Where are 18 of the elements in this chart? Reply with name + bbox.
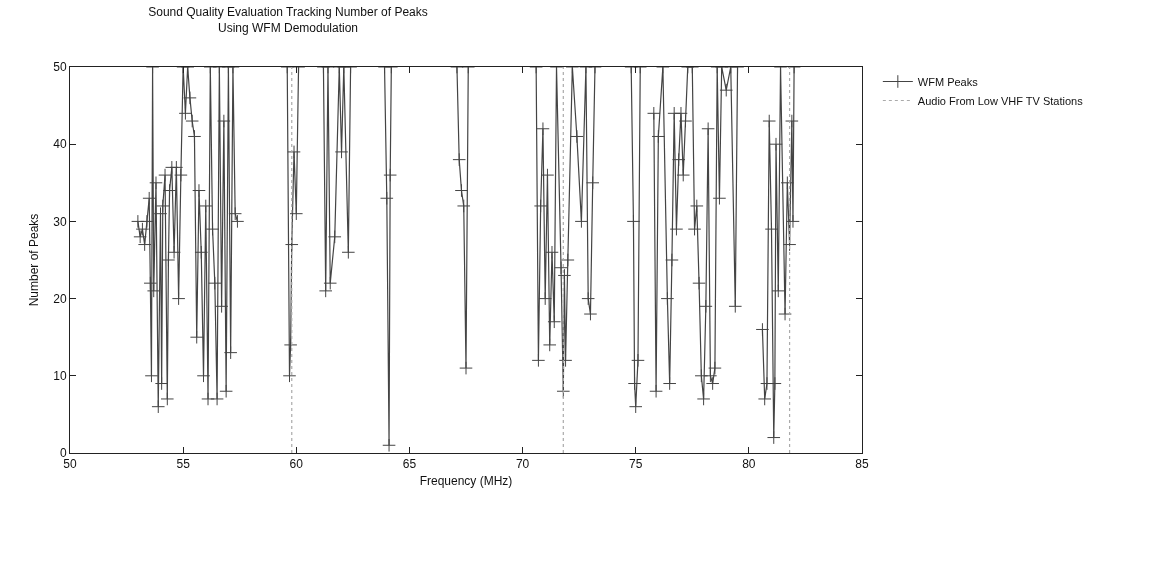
- chart-title: Sound Quality Evaluation Tracking Number of Peaks Using WFM Demodulation: [148, 5, 428, 35]
- x-axis-title: Frequency (MHz): [419, 474, 513, 489]
- x-tick-label: 65: [402, 457, 417, 472]
- legend-label: Audio From Low VHF TV Stations: [917, 94, 1084, 107]
- x-tick-label: 50: [63, 457, 77, 472]
- y-tick-label: 50: [53, 60, 67, 75]
- x-tick-label: 55: [176, 457, 191, 472]
- x-tick-label: 60: [289, 457, 304, 472]
- y-axis-title: Number of Peaks: [26, 213, 41, 307]
- y-tick-label: 40: [53, 137, 67, 152]
- x-tick-label: 80: [742, 457, 756, 472]
- y-tick-label: 10: [53, 369, 67, 383]
- y-tick-label: 20: [53, 291, 67, 306]
- x-tick-label: 85: [855, 457, 869, 472]
- y-tick-label: 30: [53, 214, 67, 229]
- x-tick-label: 70: [515, 457, 530, 472]
- legend-label: WFM Peaks: [917, 75, 979, 88]
- x-tick-label: 75: [629, 457, 643, 472]
